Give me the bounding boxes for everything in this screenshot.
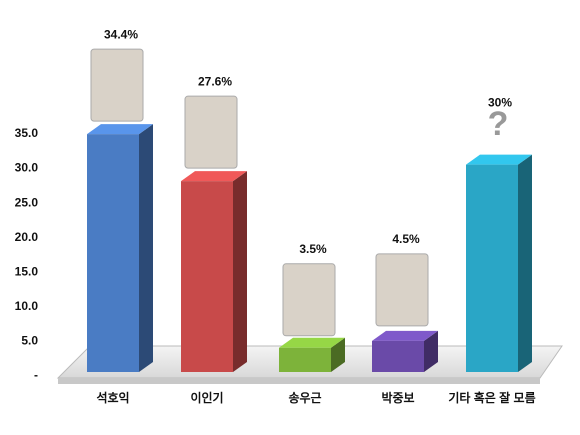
bar (279, 337, 345, 372)
bar-face (233, 171, 247, 372)
x-tick-label: 박중보 (381, 390, 414, 405)
y-tick-label: 20.0 (15, 230, 39, 244)
bar-face (139, 124, 153, 372)
y-tick-label: 5.0 (21, 334, 38, 348)
y-tick-label: 25.0 (15, 195, 39, 209)
value-label: 30% (488, 96, 512, 110)
value-label: 3.5% (299, 242, 327, 256)
value-label: 27.6% (198, 74, 232, 88)
photo (375, 253, 429, 327)
bar (181, 171, 247, 372)
bar-face (372, 340, 424, 372)
bar-face (518, 154, 532, 372)
bar-face (87, 134, 139, 372)
y-tick-label: 35.0 (15, 126, 39, 140)
x-tick-label: 기타 혹은 잘 모름 (448, 390, 535, 405)
annotation: ? (488, 105, 509, 143)
bar-face (466, 164, 518, 372)
bar (87, 124, 153, 372)
bar-face (87, 124, 153, 135)
bar-face (181, 171, 247, 182)
bar-face (279, 337, 345, 348)
bar-face (424, 330, 438, 372)
x-tick-label: 석호익 (96, 391, 129, 405)
y-tick-label: 15.0 (15, 264, 39, 278)
y-tick-label: 30.0 (15, 161, 39, 175)
bar-face (279, 347, 331, 372)
photo (184, 95, 238, 169)
bar (466, 154, 532, 372)
y-tick-label: 10.0 (15, 299, 39, 313)
x-tick-label: 송우근 (288, 391, 321, 405)
bar-face (331, 337, 345, 372)
floor-edge (58, 378, 540, 384)
photo (90, 48, 144, 122)
value-label: 34.4% (104, 27, 138, 41)
bar-face (181, 181, 233, 372)
y-tick-label: - (34, 368, 38, 382)
bar (372, 330, 438, 372)
x-tick-label: 이인기 (190, 390, 223, 405)
photo (282, 263, 336, 337)
bar-face (466, 154, 532, 165)
value-label: 4.5% (392, 232, 420, 246)
bar-face (372, 330, 438, 341)
